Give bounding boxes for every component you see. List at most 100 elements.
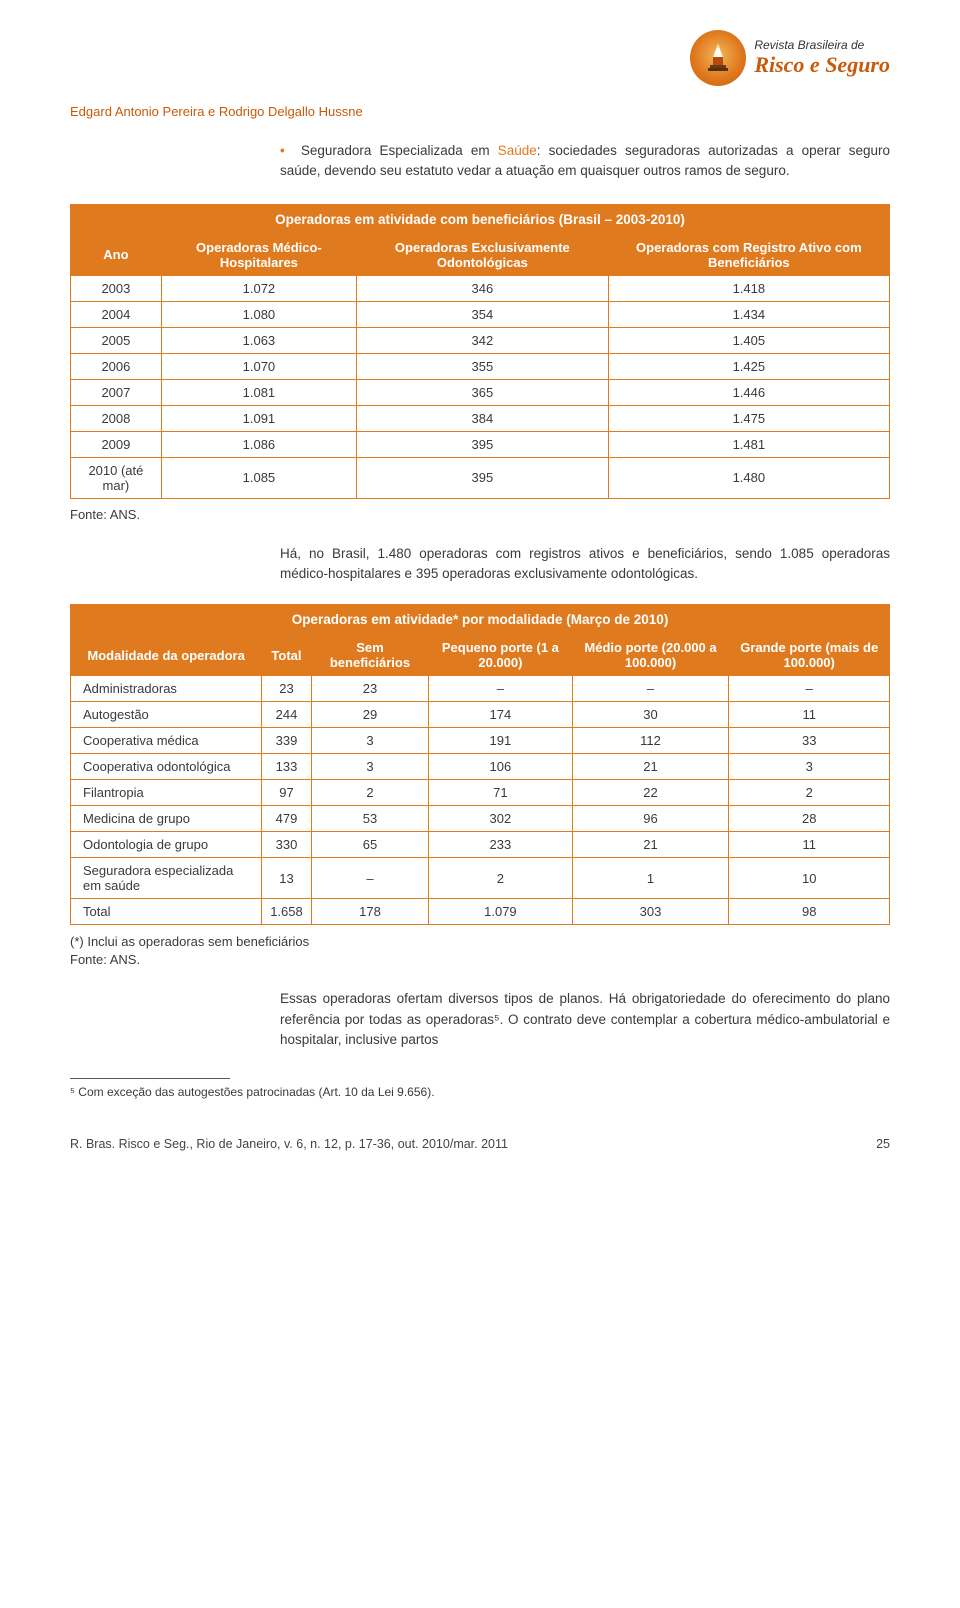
table2-h0: Modalidade da operadora [71, 635, 262, 676]
table-cell: 1.072 [161, 275, 356, 301]
table-cell: 133 [262, 754, 312, 780]
footnote-rule [70, 1078, 230, 1079]
table-cell: 1.086 [161, 431, 356, 457]
paragraph-1: Há, no Brasil, 1.480 operadoras com regi… [280, 544, 890, 585]
table-cell: 365 [357, 379, 609, 405]
table-cell: Administradoras [71, 676, 262, 702]
paragraph-2: Essas operadoras ofertam diversos tipos … [280, 989, 890, 1050]
table-cell: 1 [572, 858, 729, 899]
table-cell: 346 [357, 275, 609, 301]
table-cell: 23 [262, 676, 312, 702]
journal-title: Risco e Seguro [754, 53, 890, 77]
footnote-5: ⁵ Com exceção das autogestões patrocinad… [70, 1085, 890, 1101]
table-cell: Medicina de grupo [71, 806, 262, 832]
table-cell: 354 [357, 301, 609, 327]
table1-title: Operadoras em atividade com beneficiário… [71, 204, 890, 234]
table-cell: 479 [262, 806, 312, 832]
table-cell: 384 [357, 405, 609, 431]
table-row: Autogestão244291743011 [71, 702, 890, 728]
table-cell: 174 [429, 702, 572, 728]
table-row: Medicina de grupo479533029628 [71, 806, 890, 832]
table2-h1: Total [262, 635, 312, 676]
table-row: Seguradora especializada em saúde13–2110 [71, 858, 890, 899]
table-cell: 355 [357, 353, 609, 379]
table-cell: 1.070 [161, 353, 356, 379]
table1-header-row: Ano Operadoras Médico-Hospitalares Opera… [71, 234, 890, 275]
bullet-text-prefix: Seguradora Especializada em [301, 143, 498, 158]
bullet-paragraph: • Seguradora Especializada em Saúde: soc… [280, 141, 890, 182]
table-cell: – [572, 676, 729, 702]
table-cell: 1.480 [608, 457, 889, 498]
footer-citation: R. Bras. Risco e Seg., Rio de Janeiro, v… [70, 1137, 508, 1151]
table-cell: 11 [729, 702, 890, 728]
table1-h1: Operadoras Médico-Hospitalares [161, 234, 356, 275]
table-cell: 53 [311, 806, 428, 832]
table-cell: 28 [729, 806, 890, 832]
table-cell: 2 [311, 780, 428, 806]
table-row: Filantropia97271222 [71, 780, 890, 806]
table-cell: 395 [357, 457, 609, 498]
table-cell: 1.063 [161, 327, 356, 353]
table-cell: 2008 [71, 405, 162, 431]
table-row: 2010 (até mar)1.0853951.480 [71, 457, 890, 498]
table2-title: Operadoras em atividade* por modalidade … [71, 605, 890, 635]
table-operadoras-brasil: Operadoras em atividade com beneficiário… [70, 204, 890, 499]
table-row: 20041.0803541.434 [71, 301, 890, 327]
journal-subtitle: Revista Brasileira de [754, 39, 890, 52]
table-cell: 1.405 [608, 327, 889, 353]
table-cell: – [729, 676, 890, 702]
table-cell: 339 [262, 728, 312, 754]
table-cell: 178 [311, 899, 428, 925]
table-cell: 11 [729, 832, 890, 858]
table-cell: 21 [572, 832, 729, 858]
table-cell: 65 [311, 832, 428, 858]
table-cell: Seguradora especializada em saúde [71, 858, 262, 899]
table-row: 20071.0813651.446 [71, 379, 890, 405]
table-cell: 2005 [71, 327, 162, 353]
table-cell: 10 [729, 858, 890, 899]
table-cell: 1.085 [161, 457, 356, 498]
table-cell: – [311, 858, 428, 899]
table-cell: 2009 [71, 431, 162, 457]
table-cell: 2003 [71, 275, 162, 301]
table-cell: 71 [429, 780, 572, 806]
page-footer: R. Bras. Risco e Seg., Rio de Janeiro, v… [70, 1137, 890, 1151]
journal-title-block: Revista Brasileira de Risco e Seguro [754, 39, 890, 76]
table-cell: 30 [572, 702, 729, 728]
table-cell: 33 [729, 728, 890, 754]
table-cell: 1.080 [161, 301, 356, 327]
journal-header: Revista Brasileira de Risco e Seguro [70, 30, 890, 86]
authors-line: Edgard Antonio Pereira e Rodrigo Delgall… [70, 104, 890, 119]
table-cell: 1.475 [608, 405, 889, 431]
table-cell: 96 [572, 806, 729, 832]
journal-logo-icon [690, 30, 746, 86]
table-row: Cooperativa médica339319111233 [71, 728, 890, 754]
table-cell: Odontologia de grupo [71, 832, 262, 858]
table2-h3: Pequeno porte (1 a 20.000) [429, 635, 572, 676]
table-row: 20061.0703551.425 [71, 353, 890, 379]
table2-h5: Grande porte (mais de 100.000) [729, 635, 890, 676]
table-row: Administradoras2323––– [71, 676, 890, 702]
table-cell: 233 [429, 832, 572, 858]
table-cell: 1.079 [429, 899, 572, 925]
table-cell: 3 [311, 754, 428, 780]
table-cell: 342 [357, 327, 609, 353]
table-row: Cooperativa odontológica1333106213 [71, 754, 890, 780]
table-cell: 98 [729, 899, 890, 925]
table-cell: 1.418 [608, 275, 889, 301]
table2-h4: Médio porte (20.000 a 100.000) [572, 635, 729, 676]
table-cell: 2004 [71, 301, 162, 327]
table-cell: 1.081 [161, 379, 356, 405]
table-row: 20031.0723461.418 [71, 275, 890, 301]
table-cell: 1.425 [608, 353, 889, 379]
table2-note: (*) Inclui as operadoras sem beneficiári… [70, 933, 890, 969]
bullet-highlight: Saúde [498, 143, 537, 158]
table-cell: 1.658 [262, 899, 312, 925]
table-cell: 3 [729, 754, 890, 780]
table-cell: 1.091 [161, 405, 356, 431]
table-cell: 244 [262, 702, 312, 728]
table2-h2: Sem beneficiários [311, 635, 428, 676]
table-cell: – [429, 676, 572, 702]
table-cell: 1.434 [608, 301, 889, 327]
table-cell: Cooperativa odontológica [71, 754, 262, 780]
